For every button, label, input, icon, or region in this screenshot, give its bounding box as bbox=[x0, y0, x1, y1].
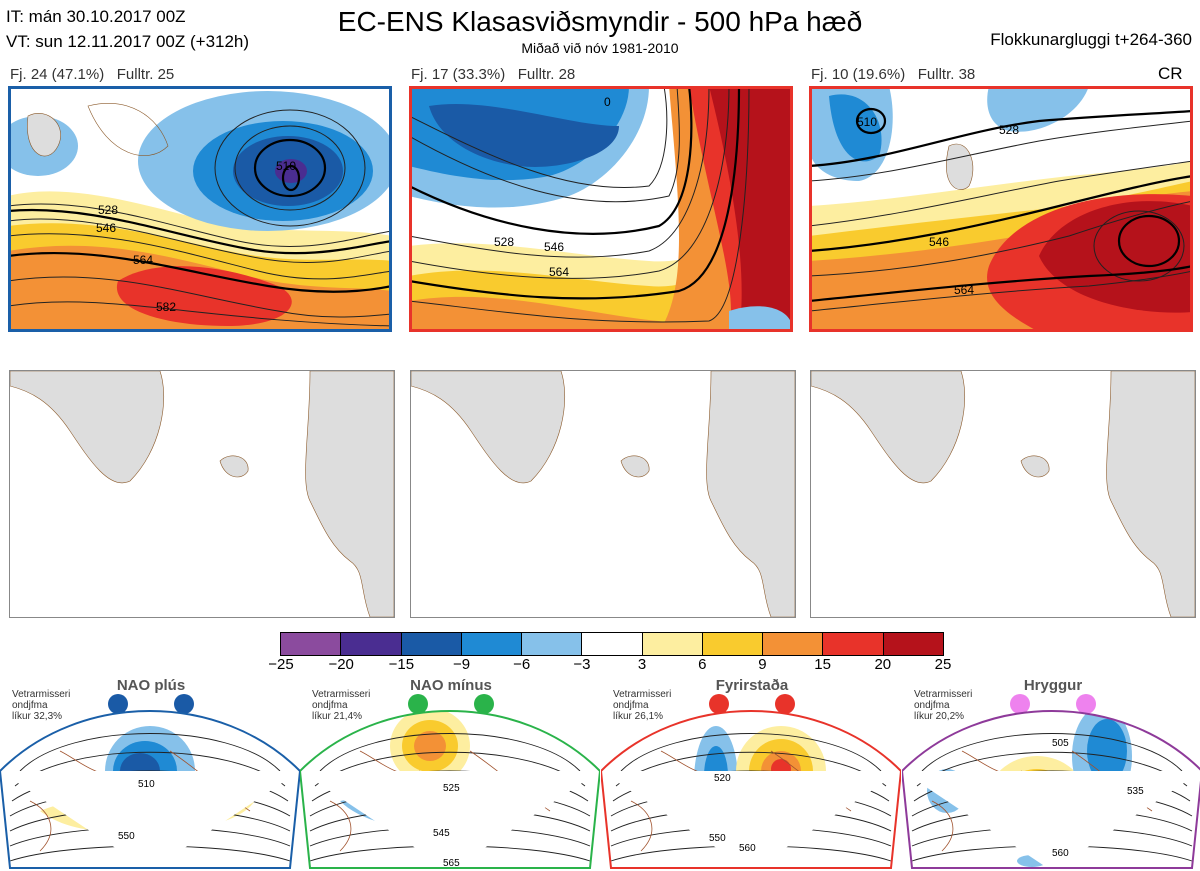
colorbar-swatch bbox=[281, 633, 342, 655]
colorbar-swatch bbox=[763, 633, 824, 655]
contour-label: 528 bbox=[999, 123, 1019, 137]
colorbar-tick-label: 25 bbox=[934, 656, 952, 673]
colorbar-swatch bbox=[341, 633, 402, 655]
regime-dot bbox=[408, 694, 428, 714]
contour-label: 528 bbox=[98, 203, 118, 217]
regime-dot bbox=[474, 694, 494, 714]
regime-title: Fyrirstaða bbox=[715, 677, 789, 694]
regime-note: Vetrarmisseri ondjfma líkur 21,4% bbox=[312, 689, 371, 722]
cluster-2-frame bbox=[409, 86, 793, 332]
contour-label: 582 bbox=[156, 300, 176, 314]
regime-title: Hryggur bbox=[1023, 677, 1083, 694]
cluster-3-frame bbox=[809, 86, 1193, 332]
colorbar-tick-label: 20 bbox=[874, 656, 892, 673]
colorbar-swatch bbox=[461, 633, 523, 655]
regime-map: 520 550 560 bbox=[601, 710, 901, 871]
regime-contour-label: 520 bbox=[714, 773, 731, 784]
regime-title: NAO plús bbox=[116, 677, 186, 694]
regime-contour-label: 565 bbox=[443, 858, 460, 869]
regime-map: 505 535 560 bbox=[902, 710, 1200, 871]
regime-contour-label: 505 bbox=[1052, 738, 1069, 749]
regime-contour-label: 535 bbox=[1127, 786, 1144, 797]
classification-window: Flokkunargluggi t+264-360 bbox=[990, 30, 1192, 49]
contour-label: 546 bbox=[544, 240, 564, 254]
colorbar-swatch bbox=[823, 633, 884, 655]
regime-contour-label: 545 bbox=[433, 828, 450, 839]
regime-title: NAO mínus bbox=[410, 677, 492, 694]
blank-map-1[interactable] bbox=[9, 370, 395, 618]
contour-label: 528 bbox=[494, 235, 514, 249]
contour-label: 510 bbox=[857, 115, 877, 129]
colorbar-tick-label: 15 bbox=[814, 656, 831, 673]
colorbar-swatch bbox=[582, 633, 643, 655]
contour-label: 564 bbox=[954, 283, 974, 297]
regime-dot bbox=[775, 694, 795, 714]
colorbar-tick-label: −20 bbox=[328, 656, 354, 673]
regime-contour-label: 550 bbox=[709, 833, 726, 844]
cluster-map-1[interactable]: 510 528 546 564 582 bbox=[8, 86, 392, 332]
regime-contour-label: 560 bbox=[1052, 848, 1069, 859]
colorbar-tick-label: −25 bbox=[268, 656, 294, 673]
regime-map: 525 545 565 bbox=[300, 710, 600, 871]
cluster-map-3[interactable]: 510 528 546 564 bbox=[809, 86, 1193, 332]
cluster-3-label: Fj. 10 (19.6%) Fulltr. 38 bbox=[811, 66, 976, 83]
contour-label: 0 bbox=[604, 95, 611, 109]
regime-contour-label: 510 bbox=[138, 779, 155, 790]
cluster-2-label: Fj. 17 (33.3%) Fulltr. 28 bbox=[411, 66, 576, 83]
regime-dot bbox=[1010, 694, 1030, 714]
regime-dot bbox=[709, 694, 729, 714]
colorbar-tick-label: 9 bbox=[758, 656, 767, 673]
regime-contour-label: 560 bbox=[739, 843, 756, 854]
page-subtitle: Miðað við nóv 1981-2010 bbox=[521, 40, 679, 56]
regime-contour-label: 550 bbox=[118, 831, 135, 842]
colorbar-swatch bbox=[642, 633, 703, 655]
valid-time: VT: sun 12.11.2017 00Z (+312h) bbox=[6, 32, 250, 51]
colorbar bbox=[280, 632, 944, 656]
contour-label: 564 bbox=[133, 253, 153, 267]
colorbar-swatch bbox=[522, 633, 583, 655]
contour-label: 546 bbox=[929, 235, 949, 249]
colorbar-swatch bbox=[702, 633, 764, 655]
blank-map-3[interactable] bbox=[810, 370, 1196, 618]
regime-note: Vetrarmisseri ondjfma líkur 32,3% bbox=[12, 689, 71, 722]
contour-label: 510 bbox=[276, 159, 296, 173]
regime-dot bbox=[174, 694, 194, 714]
regime-note: Vetrarmisseri ondjfma líkur 20,2% bbox=[914, 689, 973, 722]
contour-label: 564 bbox=[549, 265, 569, 279]
blank-map-2[interactable] bbox=[410, 370, 796, 618]
colorbar-tick-label: −6 bbox=[513, 656, 531, 673]
header-info: IT: mán 30.10.2017 00Z VT: sun 12.11.201… bbox=[6, 4, 249, 54]
regime-dot bbox=[108, 694, 128, 714]
contour-label: 546 bbox=[96, 221, 116, 235]
colorbar-tick-label: −9 bbox=[452, 656, 471, 673]
cluster-map-2[interactable]: 0 528 546 564 bbox=[409, 86, 793, 332]
regime-note: Vetrarmisseri ondjfma líkur 26,1% bbox=[613, 689, 672, 722]
initial-time: IT: mán 30.10.2017 00Z bbox=[6, 7, 186, 26]
colorbar-tick-label: 3 bbox=[637, 656, 647, 673]
cluster-3-tag: CR bbox=[1158, 64, 1183, 83]
colorbar-tick-label: 6 bbox=[698, 656, 707, 673]
colorbar-tick-label: −3 bbox=[573, 656, 591, 673]
colorbar-tick-label: −15 bbox=[388, 656, 415, 673]
page-title: EC-ENS Klasasviðsmyndir - 500 hPa hæð bbox=[337, 6, 863, 37]
regime-dot bbox=[1076, 694, 1096, 714]
colorbar-swatch bbox=[401, 633, 462, 655]
regime-contour-label: 525 bbox=[443, 783, 460, 794]
cluster-1-frame bbox=[8, 86, 392, 332]
cluster-1-label: Fj. 24 (47.1%) Fulltr. 25 bbox=[10, 66, 175, 83]
colorbar-swatch bbox=[883, 633, 943, 655]
regime-map: 510 550 bbox=[0, 710, 300, 871]
